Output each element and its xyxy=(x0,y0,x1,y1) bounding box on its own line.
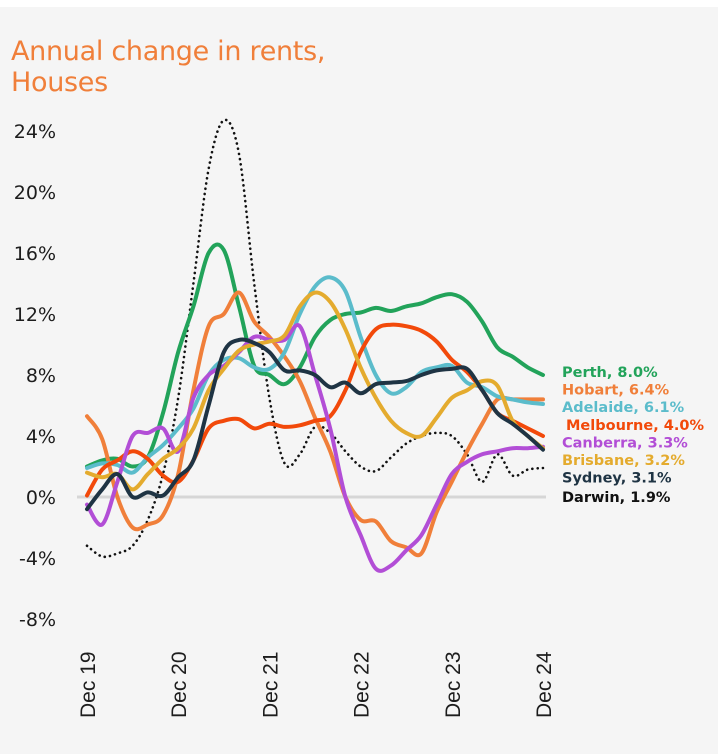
series-line-adelaide xyxy=(85,275,545,475)
y-tick-label: 0% xyxy=(26,487,56,509)
y-tick-label: -4% xyxy=(19,548,56,570)
legend-label-brisbane: Brisbane, 3.2% xyxy=(562,453,685,469)
series-line-canberra xyxy=(85,323,545,573)
x-tick-label: Dec 22 xyxy=(351,651,374,718)
chart-title: Annual change in rents, Houses xyxy=(11,36,325,98)
y-axis: 24% 20% 16% 12% 8% 4% 0% -4% -8% xyxy=(14,121,56,631)
y-tick-label: 12% xyxy=(14,304,56,326)
y-tick-label: 20% xyxy=(14,182,56,204)
legend-label-perth: Perth, 8.0% xyxy=(562,365,658,381)
legend-label-hobart: Hobart, 6.4% xyxy=(562,383,670,399)
y-tick-label: 8% xyxy=(26,365,56,387)
series-line-brisbane xyxy=(85,290,545,492)
legend-label-adelaide: Adelaide, 6.1% xyxy=(562,400,685,416)
series-line-hobart xyxy=(85,290,545,558)
x-tick-label: Dec 20 xyxy=(168,651,191,718)
y-tick-label: 4% xyxy=(26,426,56,448)
series-line-perth xyxy=(85,242,545,469)
y-tick-label: 16% xyxy=(14,243,56,265)
chart-panel xyxy=(0,7,718,754)
x-tick-label: Dec 23 xyxy=(442,651,465,718)
chart-subtitle: Houses xyxy=(11,67,108,98)
x-tick-label: Dec 19 xyxy=(77,651,100,718)
legend-label-darwin: Darwin, 1.9% xyxy=(562,490,671,506)
series-lines xyxy=(85,118,545,573)
y-tick-label: 24% xyxy=(14,121,56,143)
legend-label-melbourne: Melbourne, 4.0% xyxy=(566,418,704,434)
series-line-darwin xyxy=(85,118,545,559)
legend-label-canberra: Canberra, 3.3% xyxy=(562,435,688,451)
legend-label-sydney: Sydney, 3.1% xyxy=(562,471,672,487)
chart-title-line1: Annual change in rents, xyxy=(11,36,326,67)
y-tick-label: -8% xyxy=(19,609,56,631)
x-tick-label: Dec 24 xyxy=(533,651,556,718)
x-tick-label: Dec 21 xyxy=(259,651,282,718)
legend: Perth, 8.0% Hobart, 6.4%Adelaide, 6.1% Mel… xyxy=(562,365,704,506)
x-axis: Dec 19 Dec 20 Dec 21 Dec 22 Dec 23 Dec 24 xyxy=(77,651,556,718)
series-line-sydney xyxy=(85,337,545,512)
series-line-melbourne xyxy=(85,322,545,498)
